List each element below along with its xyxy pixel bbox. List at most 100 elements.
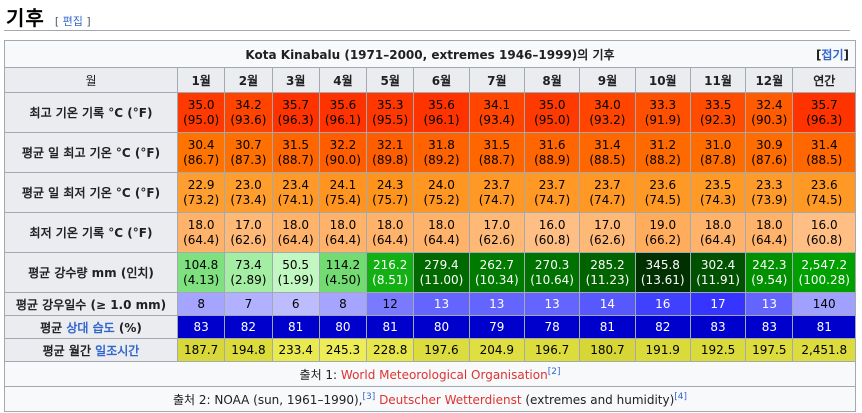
source-1-ref[interactable]: [2] bbox=[547, 366, 561, 377]
source-1-link[interactable]: World Meteorological Organisation bbox=[340, 367, 548, 382]
cell-value: 35.0 bbox=[187, 97, 215, 112]
cell-value: 30.9 bbox=[755, 137, 783, 152]
cell-secondary-value: (64.4) bbox=[372, 232, 409, 247]
source-2-ref-1[interactable]: [3] bbox=[362, 391, 376, 402]
cell-value: 262.7 bbox=[479, 257, 514, 272]
source-2-ref-2[interactable]: [4] bbox=[674, 391, 688, 402]
month-cell: 81 bbox=[366, 315, 415, 339]
month-cell: 22.9 (73.2) bbox=[176, 172, 226, 213]
source-2-link[interactable]: Deutscher Wetterdienst bbox=[379, 392, 522, 407]
month-header-cell: 2월 bbox=[224, 67, 273, 93]
cell-secondary-value: (88.7) bbox=[277, 152, 314, 167]
cell-value: 35.6 bbox=[329, 97, 357, 112]
cell-value: 81 bbox=[382, 319, 398, 334]
month-cell: 81 bbox=[579, 315, 636, 339]
cell-value: 17.0 bbox=[235, 217, 262, 232]
cell-value: 242.3 bbox=[752, 257, 787, 272]
cell-value: 23.7 bbox=[594, 177, 621, 192]
cell-secondary-value: (73.4) bbox=[230, 192, 267, 207]
cell-value: 22.9 bbox=[187, 177, 215, 192]
cell-value: 23.7 bbox=[538, 177, 566, 192]
cell-secondary-value: (74.1) bbox=[277, 192, 314, 207]
month-cell: 73.4 (2.89) bbox=[224, 252, 273, 293]
cell-value: 197.6 bbox=[424, 342, 459, 357]
cell-value: 196.7 bbox=[534, 342, 570, 357]
cell-secondary-value: (93.6) bbox=[230, 112, 267, 127]
row-label: 평균 상대 습도 (%) bbox=[4, 315, 178, 339]
month-header: 월 bbox=[4, 67, 178, 93]
cell-secondary-value: (74.7) bbox=[589, 192, 626, 207]
month-cell: 114.2 (4.50) bbox=[318, 252, 368, 293]
month-cell: 180.7 bbox=[579, 338, 636, 362]
month-cell: 17.0 (62.6) bbox=[224, 212, 273, 253]
cell-value: 285.2 bbox=[590, 257, 625, 272]
cell-value: 233.4 bbox=[278, 342, 313, 357]
row-label-link[interactable]: 일조시간 bbox=[95, 343, 140, 358]
month-cell: 32.1 (89.8) bbox=[366, 132, 415, 173]
row-label-link[interactable]: 상대 습도 bbox=[66, 320, 115, 335]
cell-secondary-value: (90.0) bbox=[324, 152, 361, 167]
month-cell: 13 bbox=[468, 292, 525, 316]
annual-cell: 16.0 (60.8) bbox=[792, 212, 856, 253]
cell-value: 33.3 bbox=[649, 97, 677, 112]
month-cell: 32.2 (90.0) bbox=[318, 132, 368, 173]
cell-value: 2,451.8 bbox=[801, 342, 848, 357]
cell-value: 18.0 bbox=[329, 217, 357, 232]
cell-value: 83 bbox=[761, 319, 777, 334]
cell-value: 31.5 bbox=[483, 137, 511, 152]
cell-value: 197.5 bbox=[752, 342, 787, 357]
edit-link[interactable]: 편집 bbox=[62, 15, 83, 28]
cell-value: 32.4 bbox=[755, 97, 783, 112]
cell-value: 13 bbox=[544, 296, 560, 311]
cell-value: 24.1 bbox=[329, 177, 357, 192]
cell-secondary-value: (95.5) bbox=[372, 112, 409, 127]
cell-value: 18.0 bbox=[755, 217, 783, 232]
cell-value: 270.3 bbox=[534, 257, 570, 272]
month-cell: 23.3 (73.9) bbox=[745, 172, 794, 213]
cell-secondary-value: (88.7) bbox=[478, 152, 515, 167]
cell-value: 18.0 bbox=[428, 217, 455, 232]
month-header-cell: 11월 bbox=[689, 67, 747, 93]
month-cell: 7 bbox=[224, 292, 273, 316]
cell-value: 31.0 bbox=[704, 137, 732, 152]
cell-value: 23.6 bbox=[649, 177, 677, 192]
month-header-cell: 3월 bbox=[271, 67, 320, 93]
month-cell: 31.2 (88.2) bbox=[634, 132, 691, 173]
cell-secondary-value: (11.00) bbox=[419, 272, 464, 287]
cell-secondary-value: (2.89) bbox=[230, 272, 267, 287]
cell-value: 78 bbox=[544, 319, 560, 334]
cell-secondary-value: (74.3) bbox=[700, 192, 737, 207]
month-cell: 24.3 (75.7) bbox=[366, 172, 415, 213]
month-cell: 31.4 (88.5) bbox=[579, 132, 636, 173]
cell-secondary-value: (75.2) bbox=[423, 192, 460, 207]
cell-value: 30.7 bbox=[235, 137, 262, 152]
row-label: 평균 강우일수 (≥ 1.0 mm) bbox=[4, 292, 178, 316]
climate-row-sun: 평균 월간 일조시간 187.7 194.8 233.4 245.3 228.8 197.6… bbox=[4, 338, 856, 362]
cell-value: 81 bbox=[599, 319, 616, 334]
cell-value: 12 bbox=[382, 296, 398, 311]
month-cell: 83 bbox=[689, 315, 747, 339]
cell-value: 33.5 bbox=[704, 97, 732, 112]
cell-secondary-value: (88.5) bbox=[589, 152, 626, 167]
cell-value: 23.4 bbox=[282, 177, 310, 192]
month-header-cell: 4월 bbox=[318, 67, 368, 93]
cell-value: 80 bbox=[433, 319, 450, 334]
table-caption: Kota Kinabalu (1971–2000, extremes 1946–… bbox=[4, 40, 856, 68]
cell-secondary-value: (13.61) bbox=[640, 272, 685, 287]
cell-value: 16 bbox=[655, 296, 671, 311]
cell-value: 35.3 bbox=[376, 97, 404, 112]
cell-value: 228.8 bbox=[373, 342, 408, 357]
row-label: 최고 기온 기록 °C (°F) bbox=[4, 92, 178, 133]
cell-value: 6 bbox=[291, 296, 300, 311]
month-cell: 204.9 bbox=[468, 338, 525, 362]
month-cell: 80 bbox=[413, 315, 470, 339]
cell-secondary-value: (11.23) bbox=[585, 272, 630, 287]
cell-value: 31.5 bbox=[282, 137, 310, 152]
month-header-cell: 7월 bbox=[468, 67, 525, 93]
month-cell: 83 bbox=[176, 315, 226, 339]
cell-value: 19.0 bbox=[649, 217, 677, 232]
collapse-link[interactable]: 접기 bbox=[821, 48, 844, 62]
month-cell: 32.4 (90.3) bbox=[745, 92, 794, 133]
month-cell: 233.4 bbox=[271, 338, 320, 362]
month-cell: 17.0 (62.6) bbox=[579, 212, 636, 253]
